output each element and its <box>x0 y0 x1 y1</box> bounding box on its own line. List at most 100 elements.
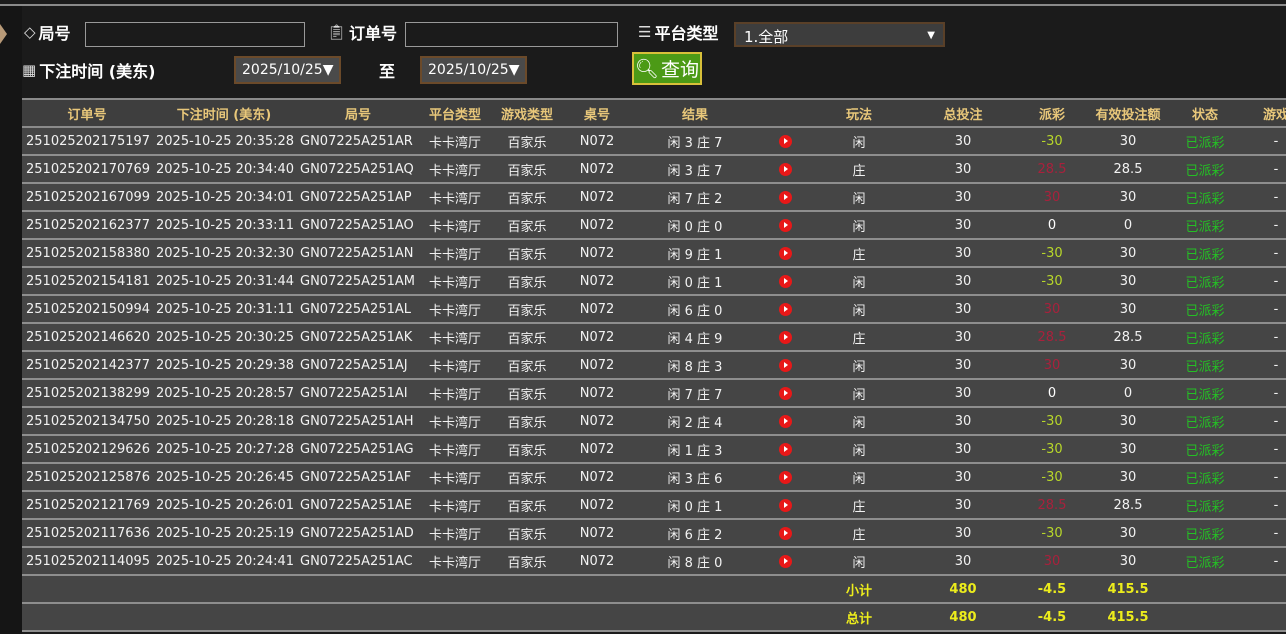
table-id-cell: N072 <box>564 491 630 520</box>
orders-table: 订单号 下注时间 (美东) 局号 平台类型 游戏类型 桌号 结果 玩法 总投注 派彩 有效投注额 状态… <box>22 98 1286 632</box>
table-row[interactable]: 251025202162377 2025-10-25 20:33:11 GN0722… <box>22 211 1286 240</box>
video-cell[interactable] <box>760 407 810 436</box>
valid-bet-cell: 30 <box>1086 183 1170 212</box>
table-row[interactable]: 251025202154181 2025-10-25 20:31:44 GN0722… <box>22 267 1286 296</box>
video-cell[interactable] <box>760 519 810 548</box>
platform-select[interactable]: 1.全部 ▼ <box>734 22 945 47</box>
play-video-icon[interactable] <box>778 134 792 148</box>
play-video-icon[interactable] <box>778 470 792 484</box>
round-input[interactable] <box>85 22 305 47</box>
table-row[interactable]: 251025202138299 2025-10-25 20:28:57 GN0722… <box>22 379 1286 408</box>
play-video-icon[interactable] <box>778 386 792 400</box>
bet-time-cell: 2025-10-25 20:34:01 <box>152 183 296 212</box>
status-cell: 已派彩 <box>1170 379 1240 408</box>
video-cell[interactable] <box>760 127 810 156</box>
table-header: 订单号 下注时间 (美东) 局号 平台类型 游戏类型 桌号 结果 玩法 总投注 派彩 有效投注额 状态… <box>22 98 1286 128</box>
play-video-icon[interactable] <box>778 190 792 204</box>
play-video-icon[interactable] <box>778 526 792 540</box>
bet-time-cell: 2025-10-25 20:31:11 <box>152 295 296 324</box>
video-cell[interactable] <box>760 267 810 296</box>
spacer <box>22 603 810 632</box>
table-row[interactable]: 251025202117636 2025-10-25 20:25:19 GN0722… <box>22 519 1286 548</box>
total-bet: 480 <box>908 603 1018 632</box>
bet-type-cell: 庄 <box>810 155 908 184</box>
query-button[interactable]: 🔍︎ 查询 <box>632 52 702 85</box>
round-id-cell: GN07225A251AK <box>296 323 420 352</box>
table-row[interactable]: 251025202121769 2025-10-25 20:26:01 GN0722… <box>22 491 1286 520</box>
table-row[interactable]: 251025202146620 2025-10-25 20:30:25 GN0722… <box>22 323 1286 352</box>
table-row[interactable]: 251025202167099 2025-10-25 20:34:01 GN0722… <box>22 183 1286 212</box>
total-bet-cell: 30 <box>908 323 1018 352</box>
total-bet-cell: 30 <box>908 239 1018 268</box>
payout-cell: 30 <box>1018 295 1086 324</box>
video-cell[interactable] <box>760 379 810 408</box>
play-video-icon[interactable] <box>778 246 792 260</box>
play-video-icon[interactable] <box>778 414 792 428</box>
table-row[interactable]: 251025202150994 2025-10-25 20:31:11 GN0722… <box>22 295 1286 324</box>
round-id-cell: GN07225A251AC <box>296 547 420 576</box>
video-cell[interactable] <box>760 211 810 240</box>
table-row[interactable]: 251025202129626 2025-10-25 20:27:28 GN0722… <box>22 435 1286 464</box>
valid-bet-cell: 30 <box>1086 267 1170 296</box>
spacer <box>1170 603 1240 632</box>
table-row[interactable]: 251025202134750 2025-10-25 20:28:18 GN0722… <box>22 407 1286 436</box>
game-type-cell: 百家乐 <box>490 379 564 408</box>
payout-cell: 0 <box>1018 379 1086 408</box>
bet-type-cell: 庄 <box>810 519 908 548</box>
bet-time-cell: 2025-10-25 20:30:25 <box>152 323 296 352</box>
table-row[interactable]: 251025202158380 2025-10-25 20:32:30 GN0722… <box>22 239 1286 268</box>
platform-cell: 卡卡湾厅 <box>420 351 490 380</box>
video-cell[interactable] <box>760 491 810 520</box>
play-video-icon[interactable] <box>778 358 792 372</box>
table-row[interactable]: 251025202175197 2025-10-25 20:35:28 GN0722… <box>22 127 1286 156</box>
result-cell: 闲 3 庄 7 <box>630 155 760 184</box>
valid-bet-cell: 28.5 <box>1086 323 1170 352</box>
status-cell: 已派彩 <box>1170 239 1240 268</box>
video-cell[interactable] <box>760 239 810 268</box>
table-row[interactable]: 251025202125876 2025-10-25 20:26:45 GN0722… <box>22 463 1286 492</box>
table-row[interactable]: 251025202114095 2025-10-25 20:24:41 GN0722… <box>22 547 1286 576</box>
order-id-cell: 251025202175197 <box>22 127 152 156</box>
video-cell[interactable] <box>760 463 810 492</box>
platform-cell: 卡卡湾厅 <box>420 491 490 520</box>
play-video-icon[interactable] <box>778 330 792 344</box>
play-video-icon[interactable] <box>778 218 792 232</box>
play-video-icon[interactable] <box>778 302 792 316</box>
valid-bet-cell: 0 <box>1086 379 1170 408</box>
video-cell[interactable] <box>760 547 810 576</box>
video-cell[interactable] <box>760 351 810 380</box>
play-video-icon[interactable] <box>778 274 792 288</box>
date-from-select[interactable]: 2025/10/25▼ <box>234 56 342 84</box>
game-type-cell: 百家乐 <box>490 491 564 520</box>
video-cell[interactable] <box>760 435 810 464</box>
table-row[interactable]: 251025202170769 2025-10-25 20:34:40 GN0722… <box>22 155 1286 184</box>
total-payout: -4.5 <box>1018 603 1086 632</box>
video-cell[interactable] <box>760 155 810 184</box>
play-video-icon[interactable] <box>778 162 792 176</box>
status-cell: 已派彩 <box>1170 547 1240 576</box>
collapse-arrow-icon[interactable] <box>0 24 7 44</box>
video-cell[interactable] <box>760 183 810 212</box>
date-to-select[interactable]: 2025/10/25▼ <box>420 56 528 84</box>
table-id-cell: N072 <box>564 407 630 436</box>
play-video-icon[interactable] <box>778 442 792 456</box>
bet-type-cell: 闲 <box>810 463 908 492</box>
round-id-cell: GN07225A251AD <box>296 519 420 548</box>
order-input[interactable] <box>405 22 618 47</box>
bet-time-cell: 2025-10-25 20:34:40 <box>152 155 296 184</box>
total-bet-cell: 30 <box>908 351 1018 380</box>
play-video-icon[interactable] <box>778 498 792 512</box>
table-row[interactable]: 251025202142377 2025-10-25 20:29:38 GN0722… <box>22 351 1286 380</box>
payout-cell: 28.5 <box>1018 323 1086 352</box>
video-cell[interactable] <box>760 295 810 324</box>
bet-type-cell: 庄 <box>810 491 908 520</box>
game-type-cell: 百家乐 <box>490 267 564 296</box>
result-cell: 闲 3 庄 6 <box>630 463 760 492</box>
game-cell: - <box>1240 435 1286 464</box>
column-header <box>760 98 810 128</box>
column-header: 有效投注额 <box>1086 98 1170 128</box>
bet-time-cell: 2025-10-25 20:27:28 <box>152 435 296 464</box>
video-cell[interactable] <box>760 323 810 352</box>
table-id-cell: N072 <box>564 351 630 380</box>
play-video-icon[interactable] <box>778 554 792 568</box>
